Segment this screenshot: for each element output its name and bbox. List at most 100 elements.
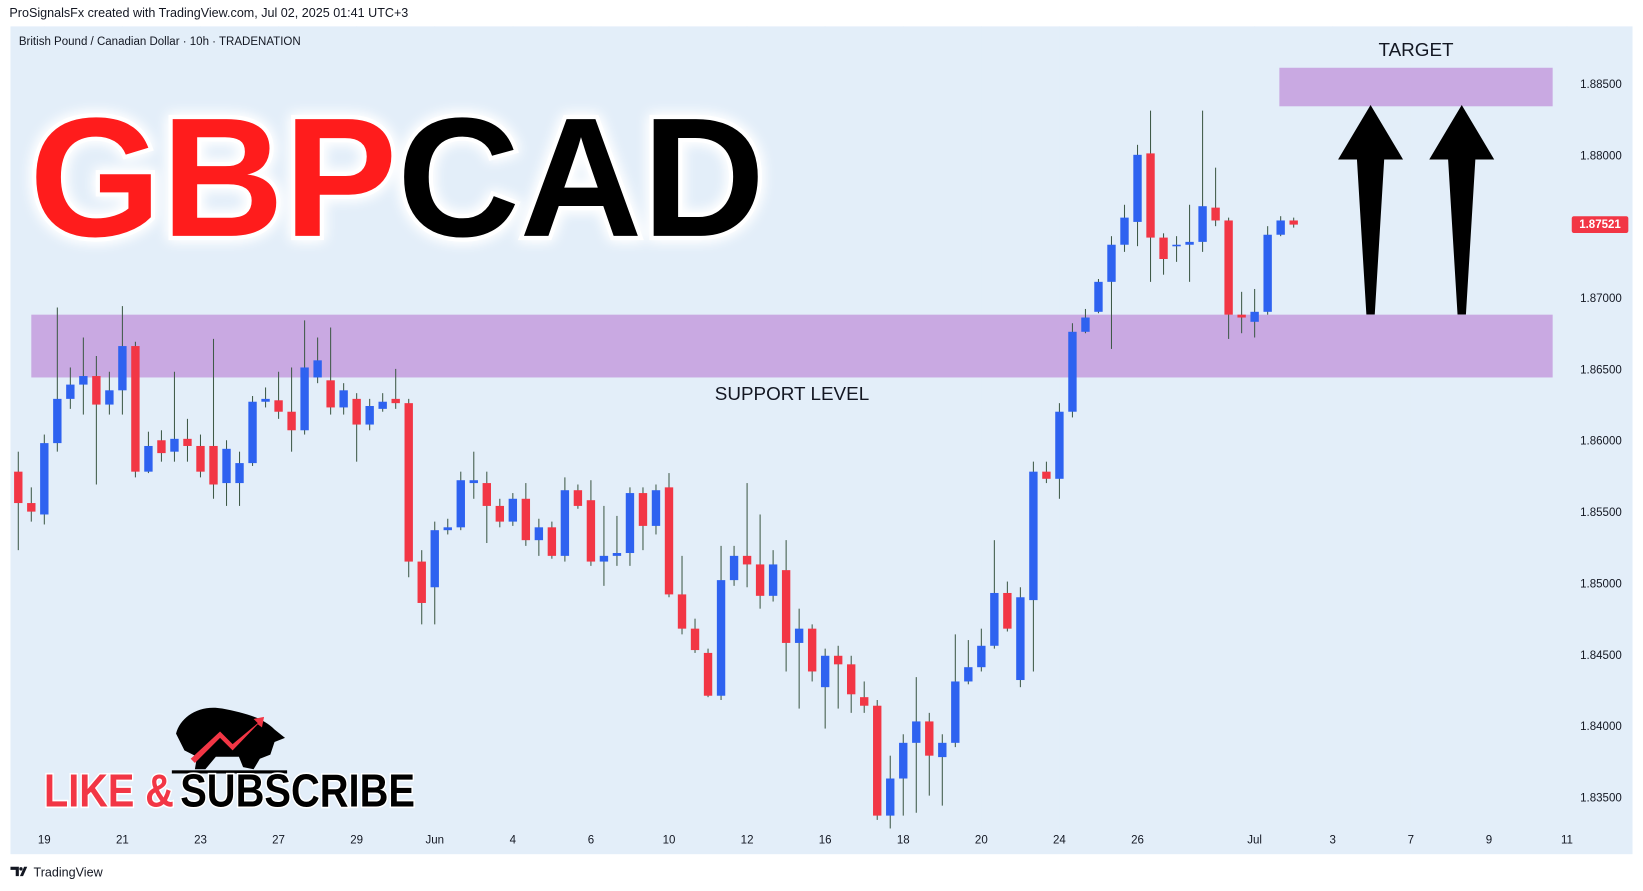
x-tick-label: 20 [975, 835, 988, 847]
zone [31, 314, 1553, 378]
candle-body [66, 384, 75, 399]
candle-body [1172, 244, 1181, 247]
bull-logo [171, 707, 288, 774]
candle-body [964, 667, 973, 682]
y-tick-label: 1.88000 [1580, 150, 1622, 162]
candle-body [1094, 281, 1103, 312]
candle-body [196, 445, 205, 472]
candle-body [625, 493, 635, 554]
zones [31, 67, 1553, 378]
candle-body [365, 406, 374, 425]
candle-body [469, 480, 478, 484]
candle-body [873, 705, 882, 816]
candle-body [131, 346, 140, 472]
y-tick-label: 1.87000 [1580, 293, 1622, 305]
symbol-info: British Pound / Canadian Dollar · 10h · … [19, 36, 301, 48]
candle-body [144, 445, 153, 472]
y-tick-label: 1.84000 [1580, 721, 1622, 733]
candle-body [1107, 244, 1116, 282]
arrow [1338, 104, 1404, 315]
candle-body [1250, 311, 1259, 322]
candles [14, 110, 1298, 829]
chart-title: GBPCAD [29, 82, 765, 272]
candle-body [742, 555, 752, 565]
candle-body [664, 487, 674, 595]
last-price-box [1571, 216, 1629, 233]
x-tick-label: 29 [350, 835, 363, 847]
x-tick-label: Jul [1247, 835, 1262, 847]
x-tick-label: 26 [1131, 835, 1144, 847]
x-tick-label: 6 [588, 835, 594, 847]
candle-body [508, 498, 518, 522]
candle-body [703, 652, 713, 696]
candle-body [417, 561, 426, 603]
candle-body [183, 438, 192, 446]
candle-body [27, 503, 36, 512]
y-tick-label: 1.86000 [1580, 436, 1622, 448]
tv-logo [10, 866, 28, 877]
candle-body [912, 721, 921, 743]
x-tick-label: Jun [425, 835, 444, 847]
x-tick-label: 11 [1561, 835, 1573, 847]
x-tick-label: 9 [1486, 835, 1492, 847]
candle-body [573, 490, 583, 506]
candle-body [651, 490, 661, 526]
candle-body [248, 401, 257, 464]
zone-label: SUPPORT LEVEL [715, 383, 869, 404]
cta-black: SUBSCRIBE [180, 765, 415, 817]
candle-body [729, 555, 739, 581]
candle-body [638, 493, 648, 526]
y-tick-label: 1.88500 [1580, 79, 1622, 91]
candle-body [287, 411, 296, 431]
x-tick-label: 23 [194, 835, 207, 847]
title-quote: CAD [397, 82, 765, 272]
candle-body [768, 564, 778, 596]
x-tick-label: 3 [1330, 835, 1336, 847]
arrow [1429, 104, 1495, 315]
candle-body [495, 505, 505, 522]
zone [1279, 67, 1553, 107]
x-tick-label: 10 [663, 835, 676, 847]
candle-body [716, 580, 726, 696]
candle-body [534, 527, 544, 541]
candle-body [404, 403, 413, 562]
x-tick-label: 24 [1053, 835, 1066, 847]
candle-body [755, 564, 765, 596]
candle-body [977, 645, 986, 668]
candle-body [300, 367, 309, 431]
candle-body [820, 655, 830, 688]
candle-body [261, 398, 270, 402]
candle-body [430, 530, 439, 588]
candle-body [1120, 217, 1129, 245]
candle-body [899, 742, 908, 779]
y-tick-label: 1.84500 [1580, 650, 1622, 662]
candle-body [1263, 234, 1272, 312]
candle-body [847, 664, 856, 695]
zone-label: TARGET [1378, 39, 1454, 60]
candle-body [1159, 237, 1168, 260]
x-tick-label: 7 [1408, 835, 1414, 847]
y-tick-label: 1.85500 [1580, 507, 1622, 519]
y-tick-label: 1.85000 [1580, 578, 1622, 590]
candle-body [938, 742, 947, 758]
candle-body [391, 398, 400, 404]
x-tick-label: 19 [38, 835, 51, 847]
candle-body [313, 360, 322, 378]
cta-red: LIKE & [44, 765, 174, 817]
candle-body [456, 480, 465, 528]
x-tick-label: 18 [897, 835, 910, 847]
last-price-label: 1.87521 [1579, 219, 1621, 231]
candle-body [1042, 471, 1051, 479]
candle-body [1224, 220, 1233, 315]
candle-body [990, 592, 999, 646]
candle-body [599, 555, 609, 562]
axes: 1.83500 1.84000 1.84500 1.85000 1.85500 1.860… [38, 39, 1629, 847]
candle-body [951, 681, 960, 743]
y-tick-label: 1.86500 [1580, 364, 1622, 376]
candle-body [560, 490, 570, 556]
candle-body [79, 376, 88, 385]
candle-body [235, 463, 244, 484]
candle-body [157, 440, 166, 454]
